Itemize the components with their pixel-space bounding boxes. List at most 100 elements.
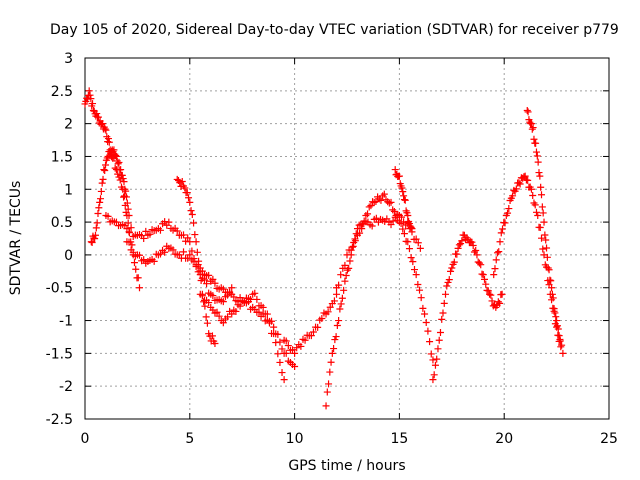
data-point-interp [401,196,409,204]
data-point-interp [390,207,398,215]
data-point [442,290,450,298]
data-point [527,120,535,128]
data-point [291,362,299,370]
data-point [259,310,267,318]
data-point-interp [528,125,536,133]
data-point [100,166,108,174]
data-point-interp [120,178,128,186]
data-point-interp [230,293,238,301]
data-point-interp [111,164,119,172]
data-point-interp [119,175,127,183]
data-point-interp [97,187,105,195]
data-point-interp [372,214,380,222]
data-point-interp [389,217,397,225]
data-point-interp [351,237,359,245]
data-point-interp [477,261,485,269]
data-point [112,152,120,160]
data-point-interp [453,250,461,258]
data-point-interp [86,91,94,99]
data-point-interp [114,160,122,168]
data-point-interp [205,299,213,307]
data-point [548,290,556,298]
data-point [211,340,219,348]
data-point-interp [365,203,373,211]
data-point-interp [543,253,551,261]
data-point-interp [209,292,217,300]
data-point-interp [309,328,317,336]
data-point-interp [501,219,509,227]
data-point-interp [558,341,566,349]
data-point-interp [400,230,408,238]
data-point-interp [440,299,448,307]
data-point-interp [193,248,201,256]
data-point-interp [134,274,142,282]
data-point-interp [161,248,169,256]
data-point-interp [419,304,427,312]
data-point-interp [337,271,345,279]
data-point-interp [251,289,259,297]
data-point-interp [468,238,476,246]
data-point-interp [325,380,333,388]
data-point-interp [209,275,217,283]
data-point [387,198,395,206]
data-point-interp [472,246,480,254]
data-point-interp [282,337,290,345]
data-point-interp [123,193,131,201]
data-point-interp [185,194,193,202]
data-point [270,330,278,338]
data-point-interp [123,199,131,207]
data-point-interp [492,256,500,264]
data-point [408,225,416,233]
data-point-interp [323,388,331,396]
data-point [395,172,403,180]
x-tick-labels: 0 5 10 15 20 25 [81,431,618,447]
data-point-interp [412,235,420,243]
data-points [81,87,567,410]
data-point-interp [211,279,219,287]
data-point [135,284,143,292]
data-point-interp [236,302,244,310]
y-tick-label: 0 [64,248,73,264]
data-point-interp [399,225,407,233]
data-point-interp [493,249,501,257]
data-point-interp [215,312,223,320]
data-point [186,198,194,206]
data-point [509,192,517,200]
data-point-interp [330,345,338,353]
y-tick-label: 2.5 [51,84,73,100]
data-point-interp [549,294,557,302]
data-point-interp [105,138,113,146]
data-point-interp [332,333,340,341]
data-point-interp [541,231,549,239]
data-point-interp [115,158,123,166]
data-point-interp [129,248,137,256]
y-tick-label: 0.5 [51,215,73,231]
data-point-interp [125,228,133,236]
data-point-interp [191,231,199,239]
data-point-interp [491,265,499,273]
data-point-interp [556,335,564,343]
data-point [102,126,110,134]
data-point [527,185,535,193]
data-point [536,172,544,180]
data-point-interp [112,152,120,160]
data-point [291,349,299,357]
data-point-interp [92,224,100,232]
data-point-interp [531,201,539,209]
data-point-interp [327,358,335,366]
data-point-interp [438,315,446,323]
data-point-interp [377,196,385,204]
data-point-interp [548,284,556,292]
data-point-interp [482,280,490,288]
data-point-interp [324,308,332,316]
y-tick-label: 2 [64,117,73,133]
data-point-interp [505,205,513,213]
data-point-interp [404,218,412,226]
data-point-interp [132,265,140,273]
data-point-interp [196,267,204,275]
data-point-interp [244,298,252,306]
data-point-interp [533,152,541,160]
data-point-interp [534,158,542,166]
x-tick-label: 5 [185,431,194,447]
plot-border [84,57,610,420]
